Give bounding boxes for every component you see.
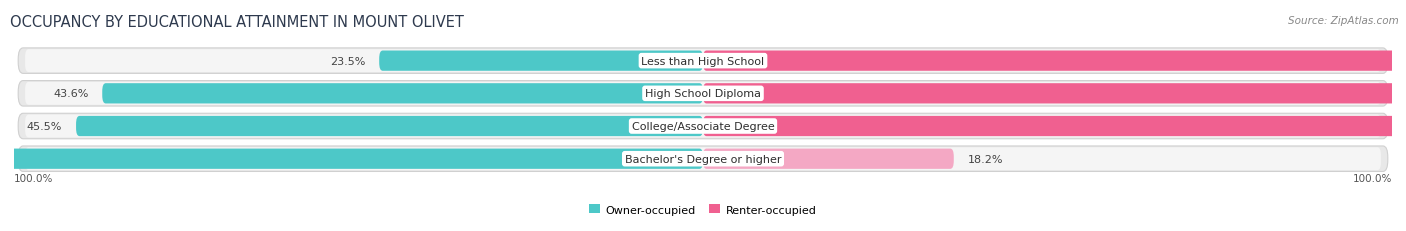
Text: High School Diploma: High School Diploma (645, 89, 761, 99)
FancyBboxPatch shape (25, 148, 1381, 170)
FancyBboxPatch shape (76, 116, 703, 137)
FancyBboxPatch shape (703, 116, 1406, 137)
Legend: Owner-occupied, Renter-occupied: Owner-occupied, Renter-occupied (589, 204, 817, 215)
FancyBboxPatch shape (18, 146, 1388, 172)
FancyBboxPatch shape (0, 149, 703, 169)
FancyBboxPatch shape (703, 149, 953, 169)
Text: Source: ZipAtlas.com: Source: ZipAtlas.com (1288, 16, 1399, 26)
Text: College/Associate Degree: College/Associate Degree (631, 122, 775, 131)
Text: 100.0%: 100.0% (1353, 173, 1392, 183)
Text: 45.5%: 45.5% (27, 122, 62, 131)
FancyBboxPatch shape (25, 82, 1381, 105)
FancyBboxPatch shape (18, 81, 1388, 107)
Text: Bachelor's Degree or higher: Bachelor's Degree or higher (624, 154, 782, 164)
FancyBboxPatch shape (103, 84, 703, 104)
Text: Less than High School: Less than High School (641, 56, 765, 66)
Text: 54.6%: 54.6% (1396, 122, 1406, 131)
FancyBboxPatch shape (703, 51, 1406, 71)
Text: 43.6%: 43.6% (53, 89, 89, 99)
FancyBboxPatch shape (18, 49, 1388, 74)
FancyBboxPatch shape (703, 84, 1406, 104)
FancyBboxPatch shape (380, 51, 703, 71)
FancyBboxPatch shape (18, 114, 1388, 139)
Text: 100.0%: 100.0% (14, 173, 53, 183)
Text: 23.5%: 23.5% (330, 56, 366, 66)
FancyBboxPatch shape (25, 115, 1381, 138)
Text: OCCUPANCY BY EDUCATIONAL ATTAINMENT IN MOUNT OLIVET: OCCUPANCY BY EDUCATIONAL ATTAINMENT IN M… (10, 15, 464, 30)
Text: 18.2%: 18.2% (967, 154, 1002, 164)
FancyBboxPatch shape (25, 50, 1381, 73)
